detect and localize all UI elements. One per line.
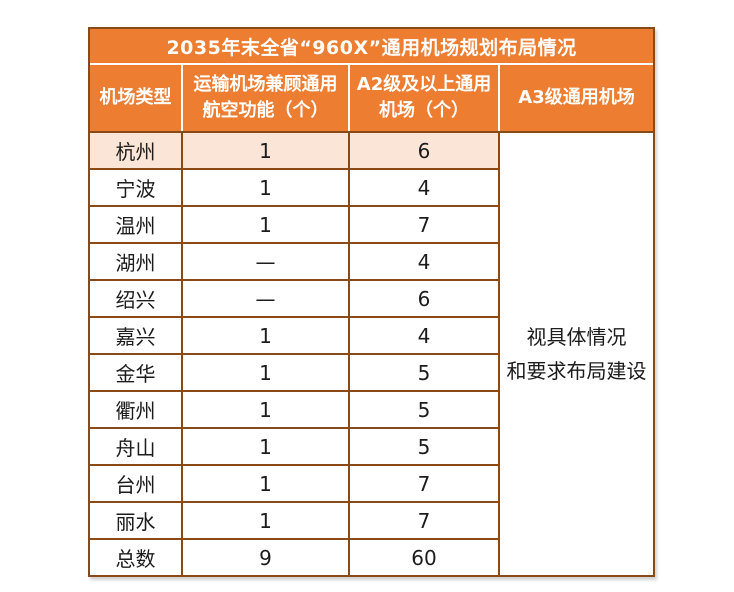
city-cell: 衢州 bbox=[90, 390, 181, 427]
city-cell: 杭州 bbox=[90, 131, 181, 168]
col-header-transport-airports: 运输机场兼顾通用 航空功能（个） bbox=[181, 65, 348, 131]
a2-count-cell: 6 bbox=[348, 279, 498, 316]
transport-count-cell: 9 bbox=[181, 538, 348, 575]
a2-count-cell: 7 bbox=[348, 464, 498, 501]
a3-note-cell: 视具体情况 和要求布局建设 bbox=[498, 131, 654, 575]
city-cell: 嘉兴 bbox=[90, 316, 181, 353]
city-cell: 舟山 bbox=[90, 427, 181, 464]
city-cell: 总数 bbox=[90, 538, 181, 575]
header-row: 机场类型 运输机场兼顾通用 航空功能（个） A2级及以上通用 机场（个） A3级… bbox=[90, 65, 654, 131]
city-cell: 宁波 bbox=[90, 168, 181, 205]
transport-count-cell: 1 bbox=[181, 501, 348, 538]
row-shaoxing: 绍兴 — 6 bbox=[90, 279, 653, 316]
row-lishui: 丽水 1 7 bbox=[90, 501, 653, 538]
city-cell: 绍兴 bbox=[90, 279, 181, 316]
row-jiaxing: 嘉兴 1 4 bbox=[90, 316, 653, 353]
city-cell: 丽水 bbox=[90, 501, 181, 538]
transport-count-cell: 1 bbox=[181, 427, 348, 464]
table-title: 2035年末全省“960X”通用机场规划布局情况 bbox=[90, 29, 654, 65]
a2-count-cell: 5 bbox=[348, 390, 498, 427]
row-jinhua: 金华 1 5 bbox=[90, 353, 653, 390]
row-total: 总数 9 60 bbox=[90, 538, 653, 575]
transport-count-cell: 1 bbox=[181, 464, 348, 501]
row-huzhou: 湖州 — 4 bbox=[90, 242, 653, 279]
transport-count-cell: 1 bbox=[181, 131, 348, 168]
a2-count-cell: 5 bbox=[348, 427, 498, 464]
transport-count-cell: — bbox=[181, 242, 348, 279]
city-cell: 台州 bbox=[90, 464, 181, 501]
transport-count-cell: 1 bbox=[181, 205, 348, 242]
transport-count-cell: 1 bbox=[181, 353, 348, 390]
transport-count-cell: 1 bbox=[181, 316, 348, 353]
row-quzhou: 衢州 1 5 bbox=[90, 390, 653, 427]
transport-count-cell: 1 bbox=[181, 390, 348, 427]
row-taizhou: 台州 1 7 bbox=[90, 464, 653, 501]
a2-count-cell: 4 bbox=[348, 242, 498, 279]
title-row: 2035年末全省“960X”通用机场规划布局情况 bbox=[90, 29, 654, 65]
transport-count-cell: — bbox=[181, 279, 348, 316]
a2-count-cell: 5 bbox=[348, 353, 498, 390]
row-hangzhou: 杭州 1 6 视具体情况 和要求布局建设 bbox=[90, 131, 654, 575]
row-ningbo: 宁波 1 4 bbox=[90, 168, 653, 205]
a2-count-cell: 4 bbox=[348, 168, 498, 205]
col-header-airport-type: 机场类型 bbox=[90, 65, 181, 131]
row-wenzhou: 温州 1 7 bbox=[90, 205, 653, 242]
airport-planning-table: 2035年末全省“960X”通用机场规划布局情况 机场类型 运输机场兼顾通用 航… bbox=[88, 27, 656, 577]
a2-count-cell: 4 bbox=[348, 316, 498, 353]
row-zhoushan: 舟山 1 5 bbox=[90, 427, 653, 464]
a2-count-cell: 6 bbox=[348, 131, 498, 168]
a2-count-cell: 7 bbox=[348, 501, 498, 538]
col-header-a2-airports: A2级及以上通用 机场（个） bbox=[348, 65, 498, 131]
transport-count-cell: 1 bbox=[181, 168, 348, 205]
a2-count-cell: 60 bbox=[348, 538, 498, 575]
city-cell: 湖州 bbox=[90, 242, 181, 279]
city-cell: 温州 bbox=[90, 205, 181, 242]
city-cell: 金华 bbox=[90, 353, 181, 390]
a2-count-cell: 7 bbox=[348, 205, 498, 242]
col-header-a3-airports: A3级通用机场 bbox=[498, 65, 654, 131]
